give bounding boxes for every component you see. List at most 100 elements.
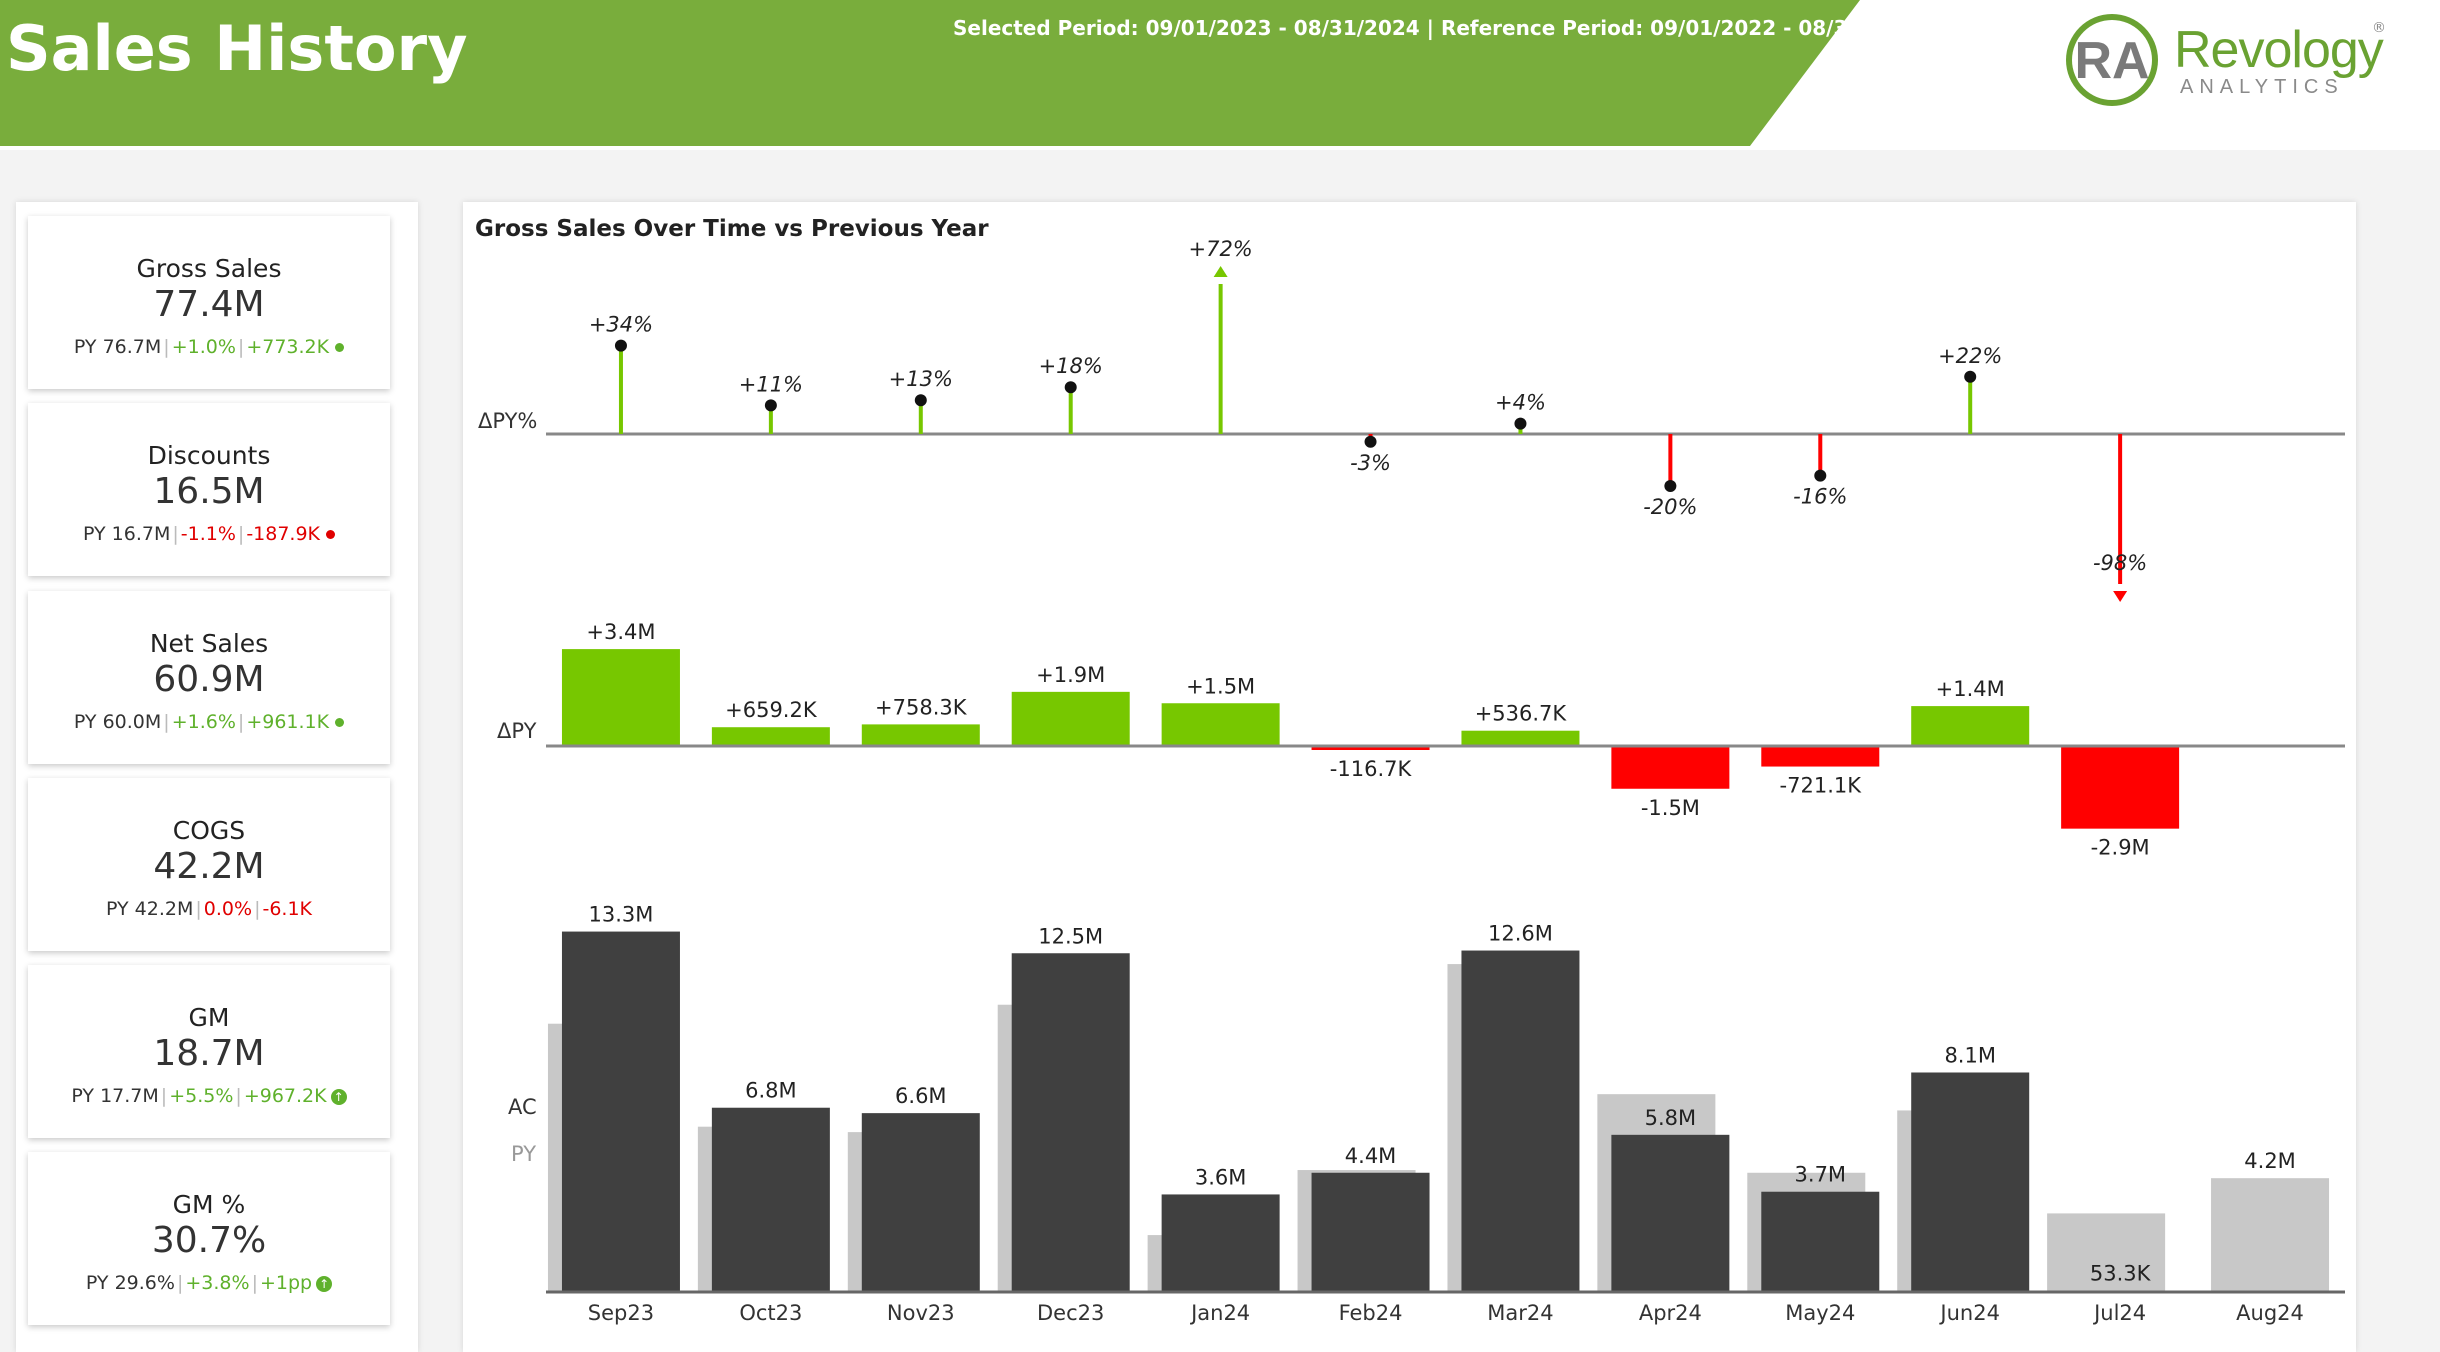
bar-value-label: 6.6M	[895, 1084, 947, 1108]
delta-value-label: -2.9M	[2091, 836, 2150, 860]
arrow-up-icon: ↑	[316, 1275, 333, 1292]
kpi-name: GM	[188, 1003, 230, 1032]
bar-value-label: 8.1M	[1944, 1043, 1996, 1067]
kpi-name: Gross Sales	[136, 254, 282, 283]
kpi-abs-change: -187.9K	[246, 523, 321, 545]
kpi-abs-change: -6.1K	[262, 898, 313, 920]
page-title: Sales History	[6, 12, 468, 85]
delta-bar	[1611, 746, 1730, 789]
kpi-pct-change: +5.5%	[169, 1085, 234, 1107]
bar-value-label: 53.3K	[2090, 1262, 2152, 1286]
bar-value-label: 13.3M	[589, 903, 654, 927]
delta-pct-point	[1964, 370, 1977, 383]
bar-value-label: 12.5M	[1038, 924, 1103, 948]
delta-pct-label: -98%	[2093, 551, 2147, 575]
delta-value-label: -116.7K	[1330, 757, 1413, 781]
kpi-card[interactable]: Discounts 16.5M PY 16.7M | -1.1% | -187.9K	[28, 403, 390, 576]
separator: |	[235, 1085, 242, 1107]
ac-bar	[1311, 1172, 1430, 1292]
delta-value-label: -1.5M	[1641, 796, 1700, 820]
kpi-card[interactable]: Gross Sales 77.4M PY 76.7M | +1.0% | +773.2K	[28, 216, 390, 389]
kpi-py-label: PY	[73, 336, 97, 358]
delta-pct-label: -20%	[1643, 495, 1697, 519]
delta-pct-label: +4%	[1495, 391, 1546, 415]
delta-pct-point	[614, 339, 627, 352]
kpi-py-value: 17.7M	[100, 1085, 159, 1107]
header: Sales History Selected Period: 09/01/202…	[0, 0, 2440, 150]
py-bar	[2211, 1178, 2330, 1292]
kpi-card[interactable]: GM 18.7M PY 17.7M | +5.5% | +967.2K ↑	[28, 965, 390, 1138]
delta-bar	[2061, 746, 2180, 829]
delta-bar	[1911, 706, 2030, 746]
delta-pct-point	[1364, 435, 1377, 448]
delta-pct-label: +18%	[1039, 354, 1103, 378]
kpi-comparison: PY 42.2M | 0.0% | -6.1K	[28, 898, 390, 920]
title-banner: Sales History	[0, 0, 1860, 146]
delta-bar	[1461, 730, 1580, 746]
delta-value-label: +1.5M	[1186, 674, 1255, 698]
ac-bar	[1461, 950, 1580, 1292]
separator: |	[163, 711, 170, 733]
kpi-py-value: 60.0M	[102, 711, 162, 733]
x-tick-label: Oct23	[739, 1301, 802, 1325]
gross-sales-chart: ΔPY% +34% +11% +13% +18% +72% -3% +4% -20% -16% +2…	[478, 237, 2345, 1325]
separator: |	[160, 1085, 168, 1107]
kpi-pct-change: +3.8%	[185, 1272, 250, 1294]
delta-value-label: +1.9M	[1036, 663, 1105, 687]
delta-value-label: +3.4M	[586, 620, 655, 644]
ac-bar	[1611, 1134, 1730, 1292]
kpi-py-label: PY	[82, 523, 106, 545]
delta-value-label: +536.7K	[1475, 702, 1568, 726]
kpi-py-label: PY	[71, 1085, 95, 1107]
ac-bar	[1161, 1194, 1280, 1292]
kpi-py-label: PY	[105, 898, 129, 920]
kpi-card[interactable]: COGS 42.2M PY 42.2M | 0.0% | -6.1K	[28, 778, 390, 951]
trend-dot-icon	[335, 718, 345, 727]
kpi-comparison: PY 76.7M | +1.0% | +773.2K	[28, 336, 390, 358]
kpi-card[interactable]: Net Sales 60.9M PY 60.0M | +1.6% | +961.1K	[28, 591, 390, 764]
kpi-abs-change: +1pp	[259, 1272, 313, 1294]
bar-value-label: 4.4M	[1345, 1144, 1397, 1168]
kpi-pct-change: -1.1%	[180, 523, 236, 545]
delta-pct-point	[914, 394, 927, 407]
chart-title: Gross Sales Over Time vs Previous Year	[475, 216, 989, 242]
kpi-card[interactable]: GM % 30.7% PY 29.6% | +3.8% | +1pp ↑	[28, 1152, 390, 1325]
kpi-pct-change: +1.6%	[171, 711, 236, 733]
delta-value-label: -721.1K	[1780, 774, 1863, 798]
kpi-py-value: 29.6%	[114, 1272, 175, 1294]
delta-pct-label: +22%	[1938, 344, 2002, 368]
kpi-py-value: 76.7M	[102, 336, 162, 358]
kpi-panel: Gross Sales 77.4M PY 76.7M | +1.0% | +773.2K…	[16, 202, 418, 1352]
kpi-pct-change: +1.0%	[171, 336, 236, 358]
kpi-py-value: 42.2M	[134, 898, 194, 920]
delta-bar	[1761, 746, 1880, 767]
delta-pct-label: +11%	[739, 372, 803, 396]
logo-mark-text: RA	[2074, 32, 2149, 90]
logo-subtitle: ANALYTICS	[2180, 76, 2344, 98]
kpi-value: 16.5M	[153, 471, 265, 512]
separator: |	[172, 523, 179, 545]
kpi-comparison: PY 17.7M | +5.5% | +967.2K ↑	[28, 1085, 390, 1107]
company-logo: RA Revology ANALYTICS ®	[2062, 10, 2402, 110]
x-tick-label: Jul24	[2092, 1301, 2146, 1325]
delta-bar	[1311, 746, 1430, 750]
x-tick-label: Feb24	[1339, 1301, 1403, 1325]
delta-pct-label: -3%	[1350, 451, 1391, 475]
ac-bar	[1911, 1072, 2030, 1292]
delta-value-label: +659.2K	[725, 698, 818, 722]
kpi-value: 77.4M	[153, 284, 265, 325]
bar-value-label: 3.6M	[1195, 1165, 1247, 1189]
period-info: Selected Period: 09/01/2023 - 08/31/2024…	[953, 16, 1925, 40]
bar-value-label: 3.7M	[1795, 1163, 1847, 1187]
delta-pct-label: +34%	[589, 313, 653, 337]
delta-bar	[1011, 691, 1130, 746]
ac-row-label: AC	[508, 1095, 537, 1119]
kpi-abs-change: +961.1K	[246, 711, 330, 733]
delta-pct-point	[1064, 381, 1077, 394]
separator: |	[237, 523, 245, 545]
delta-pct-point	[764, 399, 777, 412]
delta-value-label: +758.3K	[875, 695, 968, 719]
delta-pct-row-label: ΔPY%	[478, 409, 537, 433]
x-tick-label: Aug24	[2236, 1301, 2304, 1325]
trend-dot-icon	[335, 343, 345, 352]
